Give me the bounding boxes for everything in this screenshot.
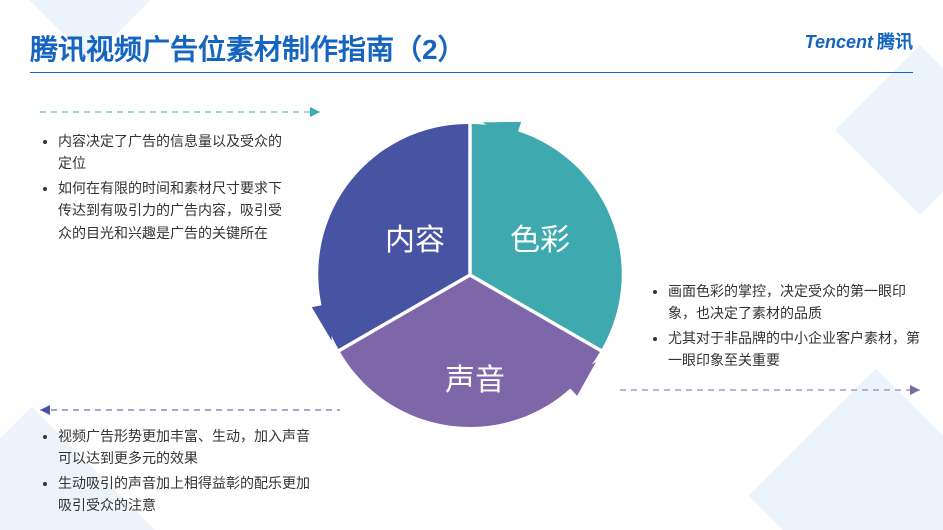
title-divider [30, 72, 913, 73]
callout-content-bullet: 内容决定了广告的信息量以及受众的定位 [58, 130, 290, 175]
callout-sound-bullet: 视频广告形势更加丰富、生动，加入声音可以达到更多元的效果 [58, 425, 310, 470]
pie-slice-arrow [312, 303, 332, 341]
callout-color-bullet: 尤其对于非品牌的中小企业客户素材，第一眼印象至关重要 [668, 327, 920, 372]
logo-en: Tencent [805, 32, 873, 52]
dashed-arrow [40, 405, 340, 415]
page-title: 腾讯视频广告位素材制作指南（2） [30, 28, 466, 68]
logo-cn: 腾讯 [877, 32, 913, 52]
tencent-logo: Tencent腾讯 [805, 28, 913, 54]
callout-color-bullet: 画面色彩的掌控，决定受众的第一眼印象，也决定了素材的品质 [668, 280, 920, 325]
callout-sound-bullet: 生动吸引的声音加上相得益彰的配乐更加吸引受众的注意 [58, 472, 310, 517]
callout-color: 画面色彩的掌控，决定受众的第一眼印象，也决定了素材的品质 尤其对于非品牌的中小企… [650, 280, 920, 374]
callout-content: 内容决定了广告的信息量以及受众的定位 如何在有限的时间和素材尺寸要求下传达到有吸… [40, 130, 290, 246]
pie-chart: 内容 色彩 声音 [310, 100, 630, 440]
pie-svg [310, 100, 630, 450]
callout-sound: 视频广告形势更加丰富、生动，加入声音可以达到更多元的效果 生动吸引的声音加上相得… [40, 425, 310, 519]
dashed-arrow [40, 107, 320, 117]
dashed-arrow [620, 385, 920, 395]
callout-content-bullet: 如何在有限的时间和素材尺寸要求下传达到有吸引力的广告内容，吸引受众的目光和兴趣是… [58, 177, 290, 244]
